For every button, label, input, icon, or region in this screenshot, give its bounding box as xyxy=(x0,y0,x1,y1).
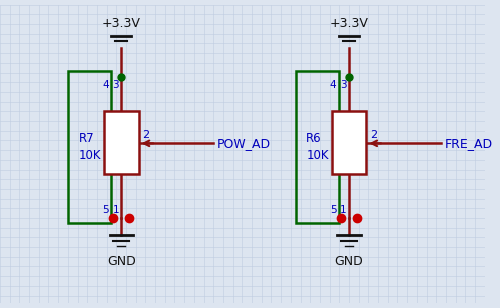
Text: +3.3V: +3.3V xyxy=(330,17,368,30)
Text: 5: 5 xyxy=(330,205,336,215)
Text: +3.3V: +3.3V xyxy=(102,17,140,30)
Text: 5: 5 xyxy=(102,205,108,215)
Text: 2: 2 xyxy=(370,130,378,140)
Bar xyxy=(68,71,112,223)
Bar xyxy=(104,111,138,174)
Text: 4: 4 xyxy=(330,80,336,90)
Text: 1: 1 xyxy=(112,205,119,215)
Text: GND: GND xyxy=(107,255,136,268)
Bar xyxy=(296,71,340,223)
Text: FRE_AD: FRE_AD xyxy=(445,137,493,150)
Text: 3: 3 xyxy=(112,80,119,90)
Text: 3: 3 xyxy=(340,80,347,90)
Text: GND: GND xyxy=(334,255,364,268)
Text: 4: 4 xyxy=(102,80,108,90)
Text: 1: 1 xyxy=(340,205,347,215)
Text: R6
10K: R6 10K xyxy=(306,132,328,162)
Bar xyxy=(332,111,366,174)
Text: POW_AD: POW_AD xyxy=(217,137,272,150)
Text: 2: 2 xyxy=(142,130,150,140)
Text: R7
10K: R7 10K xyxy=(78,132,101,162)
